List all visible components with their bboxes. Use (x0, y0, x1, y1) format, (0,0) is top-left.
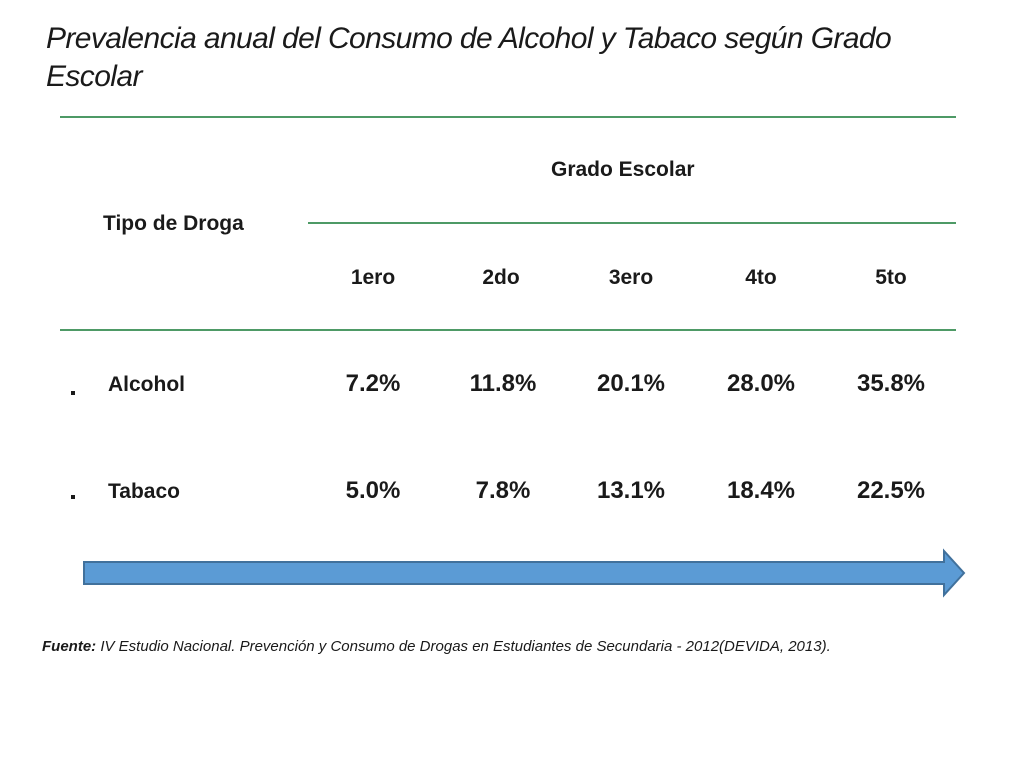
column-header-1ero: 1ero (350, 266, 396, 289)
source-note: Fuente: IV Estudio Nacional. Prevención … (42, 638, 1002, 655)
cell-tabaco-4to: 18.4% (726, 477, 796, 504)
right-arrow-icon (83, 548, 966, 598)
source-label: Fuente: (42, 638, 97, 655)
table-top-rule (60, 116, 956, 118)
cell-tabaco-5to: 22.5% (856, 477, 926, 504)
cell-tabaco-1ero: 5.0% (345, 477, 401, 504)
row-header: Tipo de Droga (103, 212, 244, 235)
cell-alcohol-5to: 35.8% (856, 370, 926, 397)
row-label-alcohol: Alcohol (108, 373, 185, 396)
group-header: Grado Escolar (551, 158, 695, 181)
group-header-rule (308, 222, 956, 224)
square-bullet-icon (71, 391, 75, 395)
source-text: IV Estudio Nacional. Prevención y Consum… (96, 638, 831, 655)
cell-tabaco-2do: 7.8% (475, 477, 531, 504)
cell-tabaco-3ero: 13.1% (596, 477, 666, 504)
cell-alcohol-1ero: 7.2% (345, 370, 401, 397)
page-title: Prevalencia anual del Consumo de Alcohol… (46, 22, 892, 93)
cell-alcohol-4to: 28.0% (726, 370, 796, 397)
cell-alcohol-2do: 11.8% (469, 370, 537, 397)
header-bottom-rule (60, 329, 956, 331)
column-header-3ero: 3ero (608, 266, 654, 289)
column-header-2do: 2do (482, 266, 520, 289)
row-label-tabaco: Tabaco (108, 480, 180, 503)
column-header-5to: 5to (875, 266, 907, 289)
column-header-4to: 4to (745, 266, 777, 289)
cell-alcohol-3ero: 20.1% (596, 370, 666, 397)
square-bullet-icon (71, 495, 75, 499)
